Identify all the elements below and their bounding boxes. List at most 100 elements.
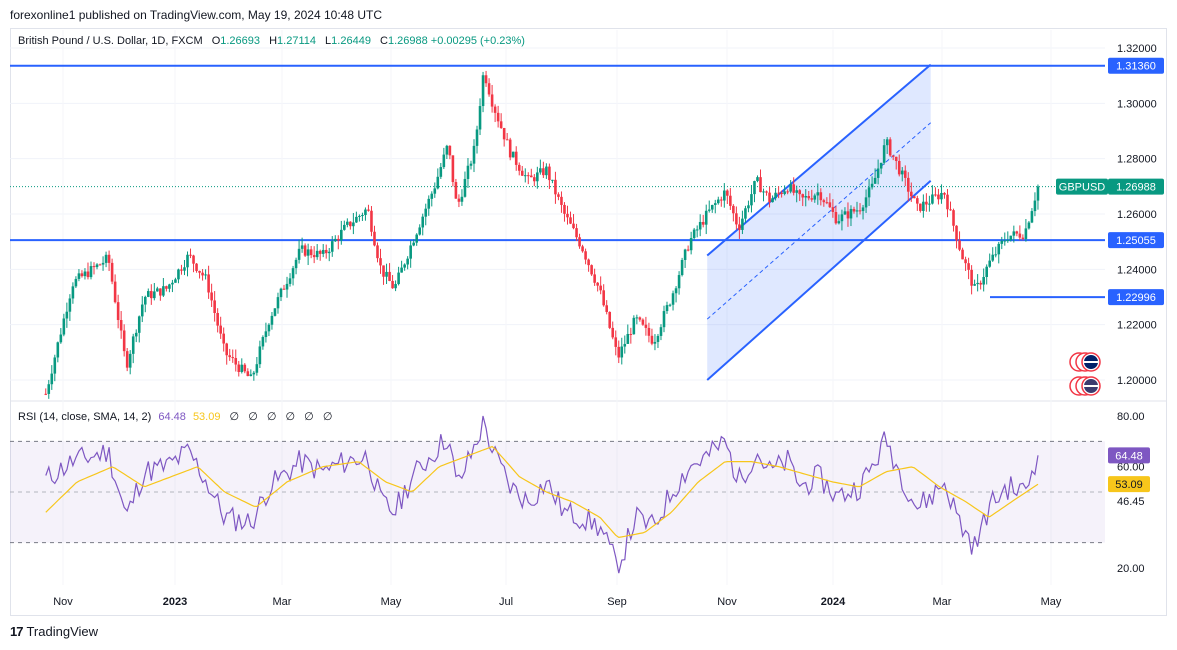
candle-body [270, 315, 274, 325]
candle-body [297, 248, 301, 260]
candle-body [439, 167, 443, 177]
candle-body [300, 245, 304, 249]
rsi-tick-label: 20.00 [1117, 563, 1145, 575]
candle-body [189, 254, 192, 256]
candle-body [689, 238, 693, 251]
candle-body [650, 335, 654, 344]
candle-body [219, 325, 222, 334]
candle-body [162, 286, 165, 296]
candle-body [195, 263, 198, 271]
rsi-title[interactable]: RSI (14, close, SMA, 14, 2) [18, 411, 152, 423]
candle-body [780, 192, 783, 194]
candle-body [1015, 231, 1019, 234]
candle-body [336, 238, 340, 241]
candle-body [171, 282, 174, 285]
candle-body [95, 264, 99, 268]
candle-body [321, 249, 325, 254]
candle-body [451, 155, 455, 183]
candle-body [810, 198, 814, 200]
candle-body [448, 145, 452, 156]
candle-body [750, 194, 753, 206]
candle-body [949, 209, 952, 211]
rsi-legend: RSI (14, close, SMA, 14, 2) 64.48 53.09 … [18, 410, 332, 423]
candle-body [732, 205, 735, 214]
candle-body [502, 128, 506, 140]
candle-body [686, 249, 690, 251]
nan-icon: ∅ [266, 411, 277, 423]
candle-body [804, 196, 808, 198]
candle-body [424, 208, 428, 217]
candle-body [430, 193, 434, 199]
candle-body [315, 250, 319, 258]
candle-body [701, 221, 705, 225]
candle-body [798, 190, 802, 195]
candle-body [1012, 231, 1016, 236]
symbol-title[interactable]: British Pound / U.S. Dollar, 1D, FXCM [18, 35, 203, 47]
candle-body [753, 181, 756, 195]
candle-body [846, 211, 850, 219]
candle-body [1036, 186, 1040, 201]
high-label: H [269, 35, 278, 47]
time-tick-label: Sep [607, 596, 627, 608]
candle-body [665, 305, 669, 312]
low-label: L [325, 35, 332, 47]
candle-body [738, 224, 741, 230]
candle-body [403, 264, 406, 268]
candle-body [614, 337, 618, 347]
candle-body [104, 254, 108, 263]
candle-body [89, 266, 93, 278]
candle-body [174, 279, 177, 283]
candle-body [128, 353, 132, 368]
candle-body [258, 346, 262, 365]
candle-body [243, 364, 247, 372]
candle-body [113, 281, 117, 303]
candle-body [421, 216, 425, 228]
candle-body [83, 271, 87, 277]
candle-body [533, 177, 536, 182]
candle-body [367, 209, 370, 211]
candle-body [916, 198, 919, 204]
candle-body [807, 196, 811, 199]
candle-body [165, 286, 168, 289]
price-tick-label: 1.28000 [1117, 154, 1157, 166]
price-tick-label: 1.22000 [1117, 320, 1157, 332]
candle-body [514, 151, 518, 165]
candle-body [146, 291, 150, 297]
candle-body [412, 242, 415, 246]
time-tick-label: 2023 [163, 596, 187, 608]
rsi-sma-line [45, 445, 1039, 539]
candle-body [876, 168, 880, 178]
candle-body [707, 209, 711, 211]
rsi-sma-badge [1108, 476, 1150, 493]
candle-body [463, 178, 467, 197]
candle-body [168, 284, 171, 289]
candle-body [952, 210, 955, 226]
time-tick-label: 2024 [821, 596, 846, 608]
candle-body [526, 175, 530, 177]
rsi-value: 64.48 [158, 411, 186, 423]
publisher-line: forexonline1 published on TradingView.co… [10, 8, 383, 22]
candle-body [427, 198, 431, 209]
candle-body [388, 271, 391, 281]
candle-body [539, 168, 542, 173]
candle-body [795, 190, 798, 193]
candle-body [137, 316, 141, 333]
candle-body [656, 335, 660, 342]
ohlc-legend: British Pound / U.S. Dollar, 1D, FXCM O1… [18, 35, 525, 47]
footer-brand[interactable]: 17 TradingView [10, 624, 98, 639]
candle-body [726, 190, 729, 196]
candle-body [400, 267, 403, 273]
candle-body [370, 210, 373, 232]
rsi-line [45, 415, 1039, 574]
candle-body [327, 251, 331, 254]
candle-body [180, 269, 183, 271]
candle-body [330, 241, 334, 252]
candle-body [548, 166, 551, 181]
level-price-label: 1.25055 [1116, 235, 1156, 247]
candle-body [943, 192, 946, 195]
candle-body [551, 179, 554, 181]
candle-body [282, 288, 286, 290]
candle-body [572, 223, 575, 229]
candle-body [65, 311, 69, 319]
